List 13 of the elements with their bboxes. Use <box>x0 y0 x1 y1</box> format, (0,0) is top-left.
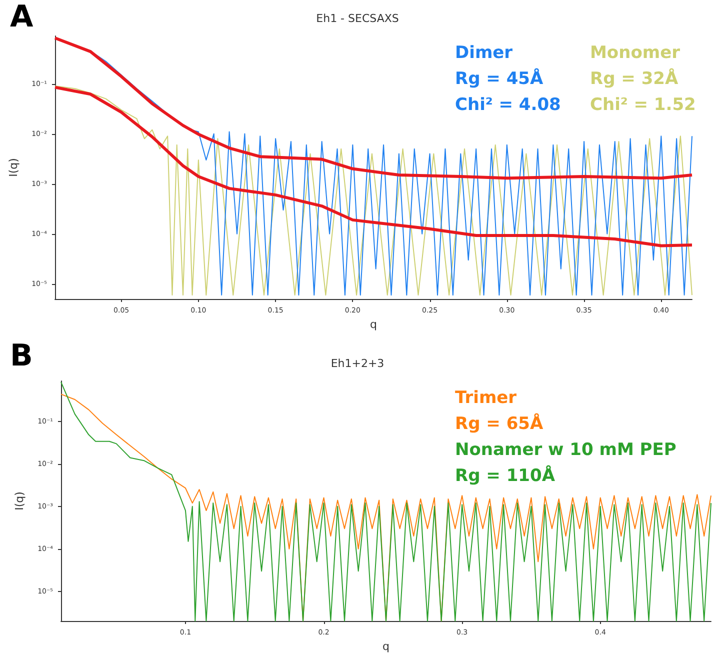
line-series <box>54 36 694 180</box>
series-label: Dimer Rg = 45Å Chi² = 4.08 <box>455 43 561 115</box>
y-axis-title: I(q) <box>13 492 26 510</box>
text: A <box>10 0 34 34</box>
chart-title: Eh1 - SECSAXS <box>316 12 399 25</box>
y-axis-title: I(q) <box>7 158 20 177</box>
x-axis-title: q <box>370 318 377 331</box>
text: Trimer Rg = 65Å <box>455 388 544 434</box>
series-label: Nonamer w 10 mM PEP Rg = 110Å <box>455 440 676 486</box>
x-axis-title: q <box>382 640 390 653</box>
chart-title: Eh1+2+3 <box>330 357 384 370</box>
series-label: Monomer Rg = 32Å Chi² = 1.52 <box>590 43 696 115</box>
text: B <box>10 338 33 374</box>
